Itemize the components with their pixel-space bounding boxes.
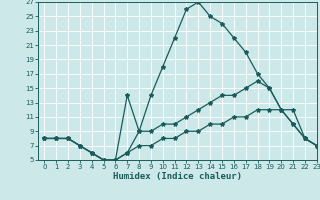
X-axis label: Humidex (Indice chaleur): Humidex (Indice chaleur) — [113, 172, 242, 181]
